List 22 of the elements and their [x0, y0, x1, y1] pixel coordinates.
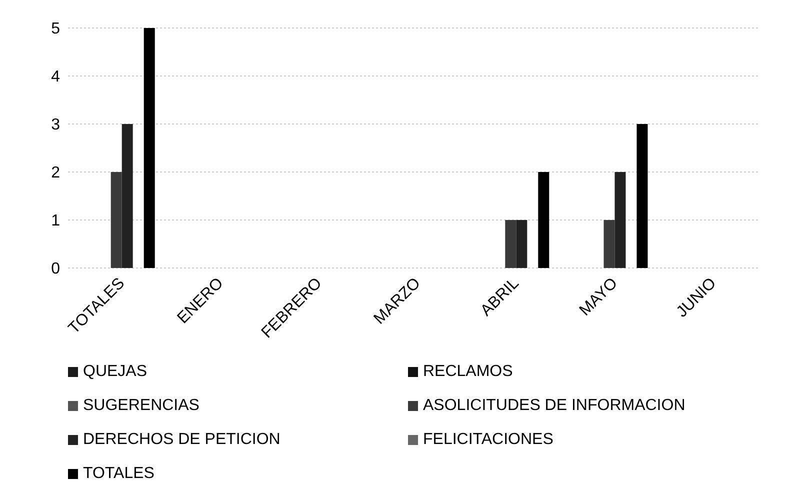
- legend-label: SUGERENCIAS: [83, 397, 200, 415]
- legend-label: QUEJAS: [83, 363, 148, 381]
- bar: [538, 172, 550, 268]
- legend-label: ASOLICITUDES DE INFORMACION: [423, 397, 686, 415]
- bar: [122, 124, 133, 268]
- y-tick-label: 3: [51, 116, 60, 134]
- bar: [636, 124, 648, 268]
- y-tick-label: 4: [51, 68, 60, 86]
- legend-label: FELICITACIONES: [423, 431, 554, 449]
- bar: [516, 220, 528, 268]
- bar: [604, 220, 615, 268]
- y-tick-label: 1: [51, 212, 60, 230]
- legend-label: RECLAMOS: [423, 363, 513, 381]
- bar: [614, 172, 626, 268]
- y-tick-label: 5: [51, 20, 60, 38]
- bar: [144, 28, 155, 268]
- bar: [110, 172, 122, 268]
- y-tick-label: 0: [51, 260, 60, 278]
- legend-label: DERECHOS DE PETICION: [83, 431, 280, 449]
- legend-label: TOTALES: [83, 465, 154, 483]
- bar: [505, 220, 516, 268]
- y-tick-label: 2: [51, 164, 60, 182]
